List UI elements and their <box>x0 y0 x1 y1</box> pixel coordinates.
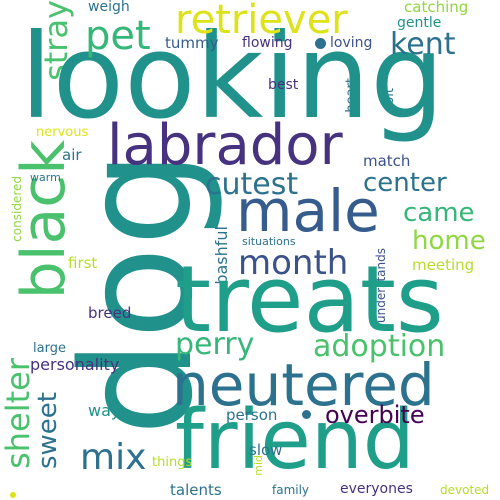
word-friend: friend <box>175 393 415 488</box>
word-personality: personality <box>30 355 120 374</box>
word-family: family <box>272 483 310 497</box>
word-month: month <box>238 243 349 283</box>
word-cutest: cutest <box>205 167 299 202</box>
word-considered: considered <box>10 176 24 242</box>
accent-dot <box>315 38 326 49</box>
word-things: things <box>152 455 193 470</box>
word-center: center <box>363 168 447 198</box>
word-way: way <box>88 401 121 420</box>
word-everyones: everyones <box>340 481 413 497</box>
word-weigh: weigh <box>88 0 130 15</box>
word-slow: slow <box>249 441 283 459</box>
word-air: air <box>62 146 82 164</box>
word-perry: perry <box>175 327 255 362</box>
word-male: male <box>236 177 380 245</box>
accent-dot <box>10 492 16 498</box>
word-situations: situations <box>242 235 296 248</box>
word-match: match <box>363 152 411 170</box>
word-looking: looking <box>20 8 445 145</box>
word-retriever: retriever <box>175 0 348 43</box>
word-loving: loving <box>330 35 373 51</box>
word-kent: kent <box>390 27 456 62</box>
word-home: home <box>412 226 486 256</box>
word-catching: catching <box>404 0 469 16</box>
word-came: came <box>403 198 475 228</box>
word-meeting: meeting <box>412 256 475 274</box>
word-tummy: tummy <box>165 34 219 52</box>
word-gentle: gentle <box>397 15 442 31</box>
word-labrador: labrador <box>107 113 343 178</box>
word-nervous: nervous <box>36 125 89 140</box>
word-first: first <box>68 254 98 272</box>
word-flowing: flowing <box>242 35 293 51</box>
word-treats: treats <box>175 246 444 353</box>
word-warm: warm <box>30 171 61 184</box>
word-neutered: neutered <box>172 351 435 419</box>
word-mix: mix <box>80 437 147 478</box>
word-adoption: adoption <box>313 329 446 364</box>
word-talents: talents <box>170 481 222 499</box>
word-breed: breed <box>88 304 132 322</box>
word-large: large <box>33 341 66 356</box>
word-person: person <box>226 406 278 424</box>
accent-dot <box>302 410 311 419</box>
word-pet: pet <box>85 13 151 59</box>
word-best: best <box>268 77 299 93</box>
word-sweet: sweet <box>33 392 63 469</box>
word-shelter: shelter <box>0 358 37 469</box>
word-overbite: overbite <box>325 401 425 429</box>
word-devoted: devoted <box>440 483 490 497</box>
